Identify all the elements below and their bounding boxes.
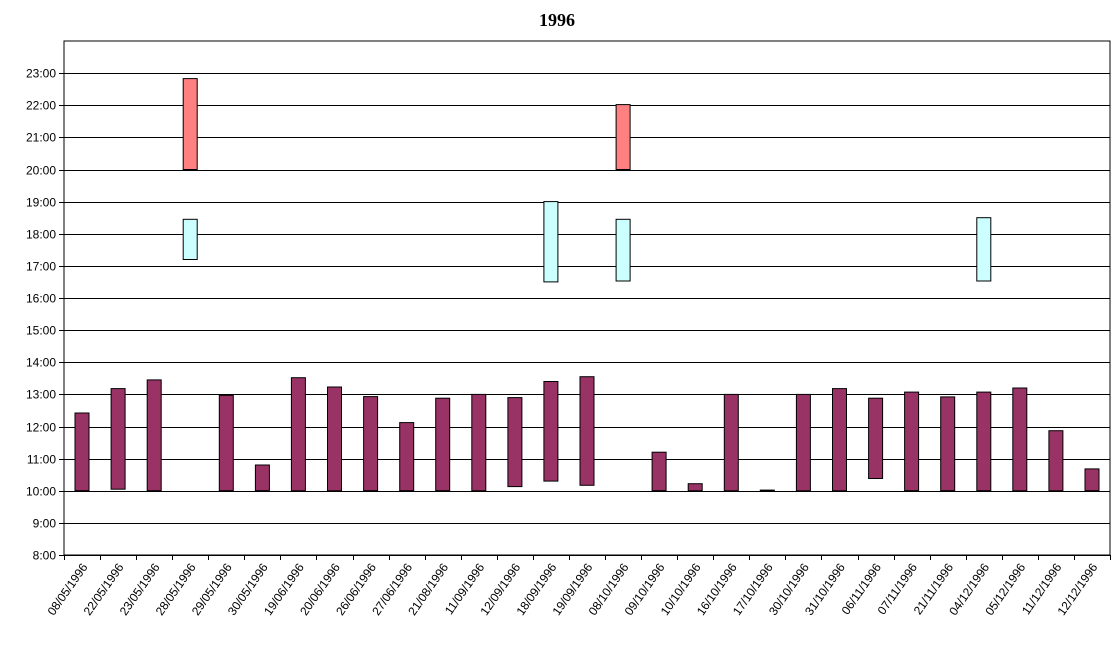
y-tick-label: 11:00 <box>27 453 56 467</box>
bar-series-1 <box>832 388 847 492</box>
bar-series-1 <box>399 422 415 492</box>
y-tick-label: 16:00 <box>26 292 56 306</box>
bar-series-1 <box>976 391 992 492</box>
chart-title: 1996 <box>539 10 575 30</box>
bar-series-1 <box>1012 387 1028 492</box>
bar-series-1 <box>363 396 379 492</box>
bar-series-1 <box>543 381 559 482</box>
bar-series-1 <box>723 393 739 492</box>
bar-series-1 <box>435 397 451 492</box>
bar-series-1 <box>651 451 667 492</box>
y-tick-label: 22:00 <box>26 99 56 113</box>
bar-series-1 <box>471 393 487 492</box>
bar-series-3 <box>182 78 198 170</box>
bar-series-2 <box>615 218 631 282</box>
y-tick-label: 23:00 <box>26 67 56 81</box>
bar-series-3 <box>615 104 631 170</box>
y-tick-label: 19:00 <box>26 196 56 210</box>
y-tick-label: 13:00 <box>26 388 56 402</box>
bar-series-1 <box>795 393 811 492</box>
bar-series-1 <box>904 391 920 492</box>
bar-series-1 <box>327 386 342 492</box>
bar-series-1 <box>146 379 162 492</box>
y-tick-label: 17:00 <box>26 260 56 274</box>
bar-series-1 <box>1048 430 1064 492</box>
bar-series-1 <box>254 464 270 492</box>
bar-series-2 <box>543 201 559 283</box>
bar-series-1 <box>74 412 90 492</box>
bar-series-1 <box>1084 468 1100 492</box>
y-tick-label: 12:00 <box>26 421 56 435</box>
bar-series-1 <box>507 397 523 488</box>
y-tick-label: 10:00 <box>26 485 56 499</box>
bar-series-1 <box>290 377 306 492</box>
y-tick-label: 9:00 <box>33 517 57 531</box>
bar-series-1 <box>218 394 234 492</box>
bar-series-1 <box>579 376 595 486</box>
y-tick-label: 21:00 <box>26 131 56 145</box>
y-tick-label: 18:00 <box>26 228 56 242</box>
y-tick-label: 15:00 <box>26 324 56 338</box>
y-tick-label: 8:00 <box>33 549 57 563</box>
bar-series-1 <box>940 396 956 492</box>
bar-series-2 <box>976 217 992 282</box>
y-tick-label: 20:00 <box>26 164 56 178</box>
bar-series-1 <box>868 397 884 480</box>
bar-series-1 <box>110 388 126 490</box>
bar-series-2 <box>182 218 198 261</box>
bar-series-1 <box>687 483 703 492</box>
y-tick-label: 14:00 <box>26 356 56 370</box>
bar-series-1 <box>759 489 775 492</box>
